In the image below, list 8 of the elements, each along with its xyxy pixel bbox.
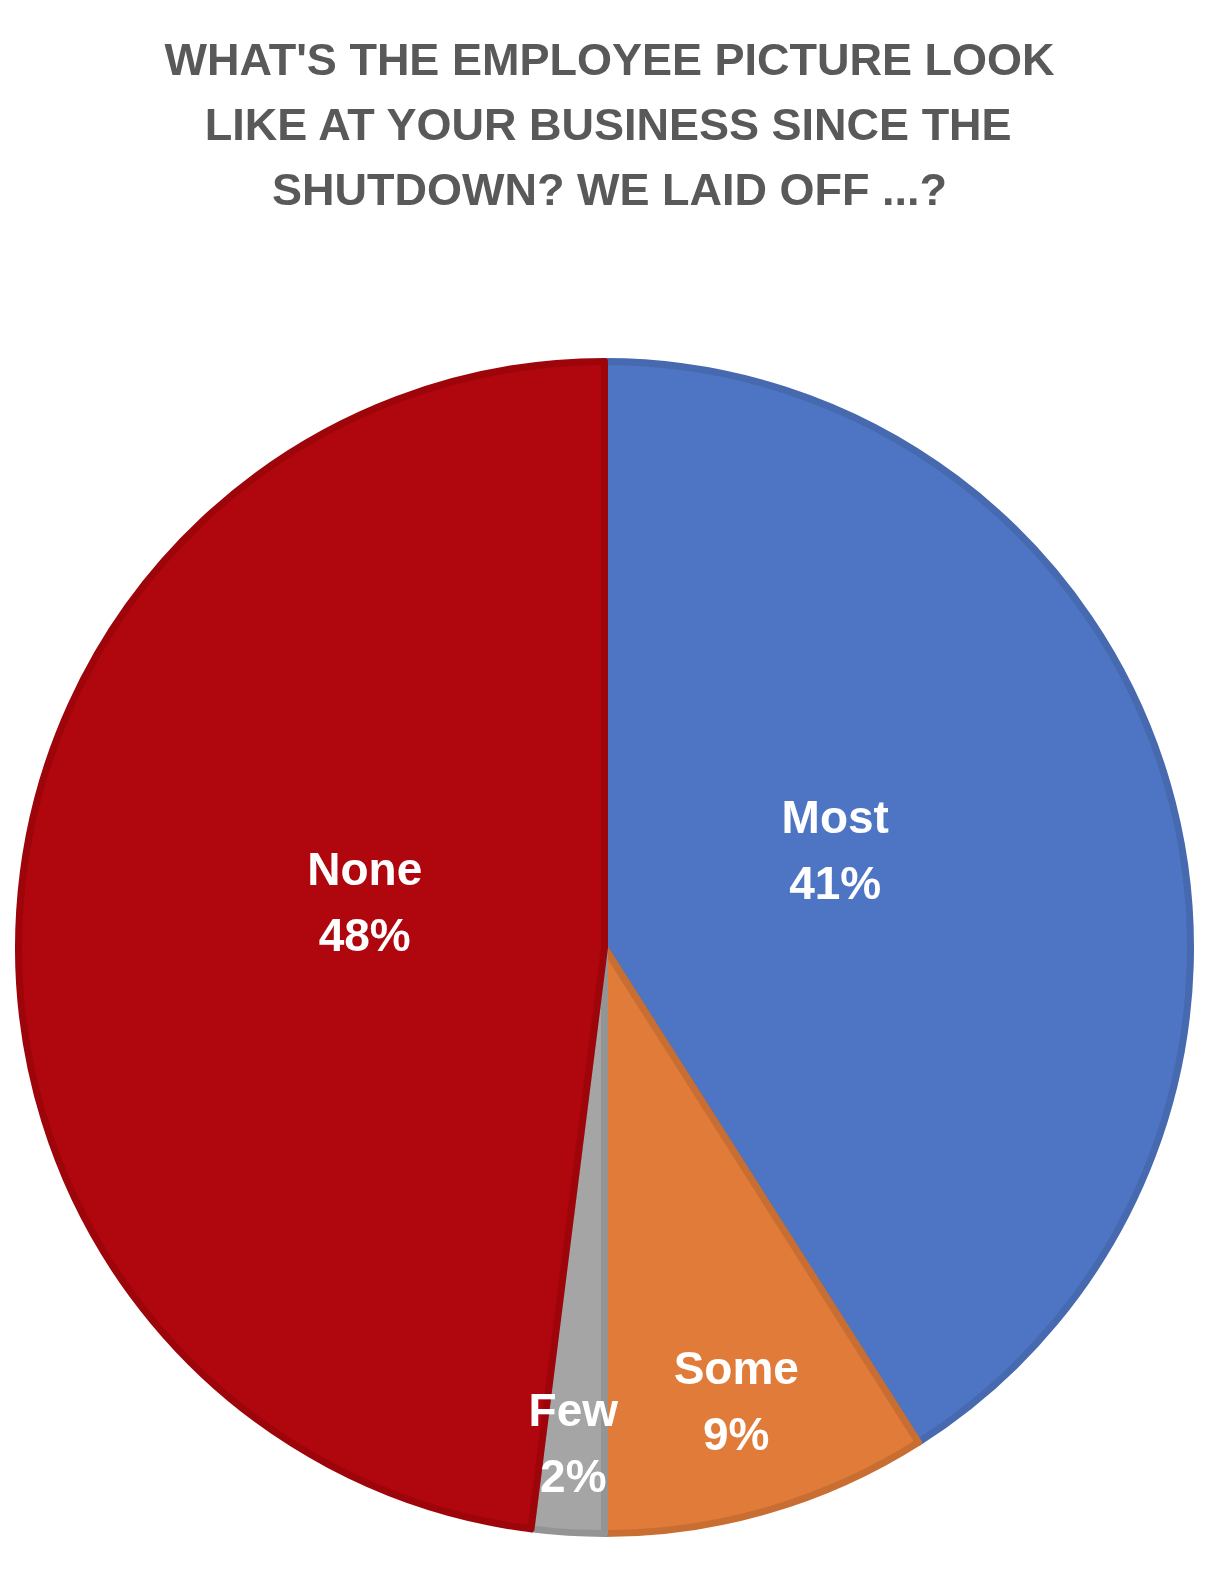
slice-label: Most [781, 791, 889, 844]
data-label: 9% [703, 1408, 770, 1461]
data-label: 41% [789, 857, 882, 910]
slice-label: None [307, 843, 423, 896]
data-label: 48% [318, 909, 411, 962]
data-label: 2% [540, 1450, 607, 1503]
chart-title: WHAT'S THE EMPLOYEE PICTURE LOOK LIKE AT YOUR BUSINESS SINCE THE SHUTDOWN? WE LAID OFF ...? [164, 33, 1055, 216]
slice-label: Some [673, 1342, 799, 1395]
